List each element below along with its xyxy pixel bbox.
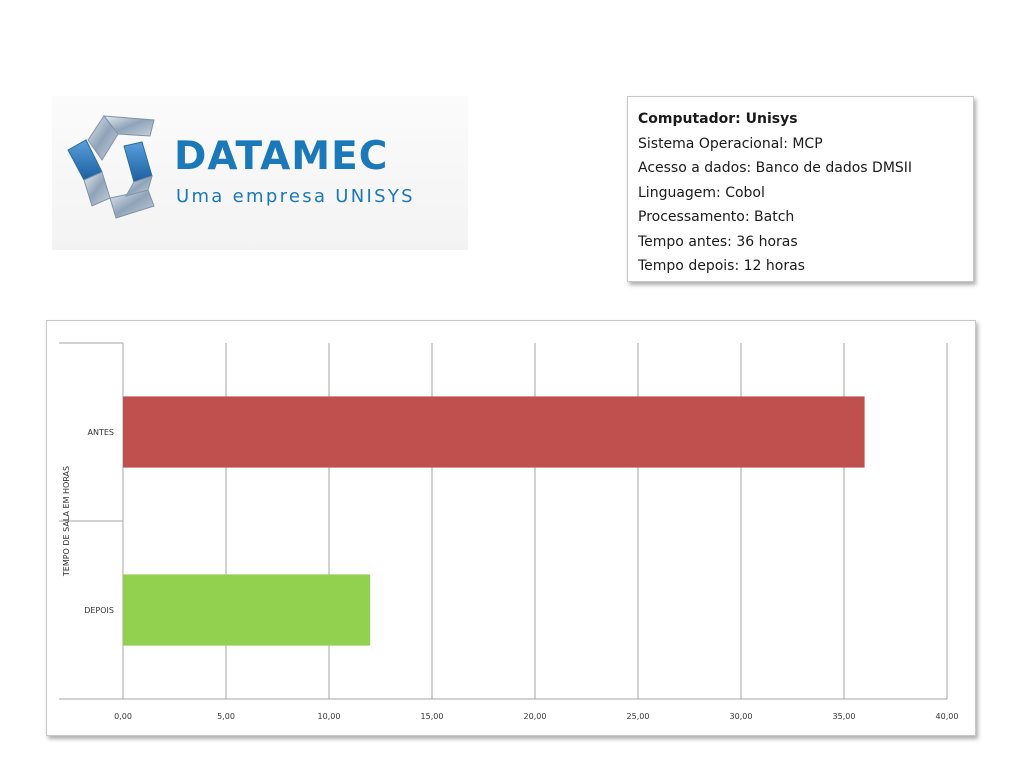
info-line-processing: Processamento: Batch xyxy=(638,209,795,225)
y-axis-title: TEMPO DE SALA EM HORAS xyxy=(62,466,71,577)
info-line-os: Sistema Operacional: MCP xyxy=(638,135,823,152)
logo-name: DATAMEC xyxy=(174,134,389,179)
x-tick-label: 25,00 xyxy=(627,712,650,721)
x-tick-label: 40,00 xyxy=(936,712,959,721)
bar-chart: ANTES DEPOIS 0,00 5,00 10,00 15,00 20,00 25,00 3… xyxy=(59,342,959,721)
system-info-box: Computador: Unisys Sistema Operacional: … xyxy=(627,96,974,282)
bar-depois xyxy=(123,574,371,646)
logo-tagline: Uma empresa UNISYS xyxy=(176,186,415,207)
info-line-language: Linguagem: Cobol xyxy=(638,184,765,201)
x-tick-label: 15,00 xyxy=(421,712,444,721)
x-tick-label: 30,00 xyxy=(730,712,753,721)
datamec-logo: DATAMEC Uma empresa UNISYS xyxy=(52,96,468,250)
info-line-time-before: Tempo antes: 36 horas xyxy=(638,233,798,250)
info-line-time-after: Tempo depois: 12 horas xyxy=(638,258,805,274)
x-tick-label: 5,00 xyxy=(217,712,235,721)
x-tick-label: 20,00 xyxy=(524,712,547,721)
info-title: Computador: Unisys xyxy=(638,111,798,127)
category-label-antes: ANTES xyxy=(88,428,114,437)
x-tick-label: 0,00 xyxy=(114,712,132,721)
datamec-logo-mark-icon xyxy=(67,115,155,219)
x-tick-label: 35,00 xyxy=(833,712,856,721)
x-tick-label: 10,00 xyxy=(318,712,341,721)
category-label-depois: DEPOIS xyxy=(84,606,114,615)
chart-frame: ANTES DEPOIS 0,00 5,00 10,00 15,00 20,00 25,00 3… xyxy=(46,320,976,736)
info-line-data-access: Acesso a dados: Banco de dados DMSII xyxy=(638,160,913,176)
bar-antes xyxy=(123,396,865,468)
